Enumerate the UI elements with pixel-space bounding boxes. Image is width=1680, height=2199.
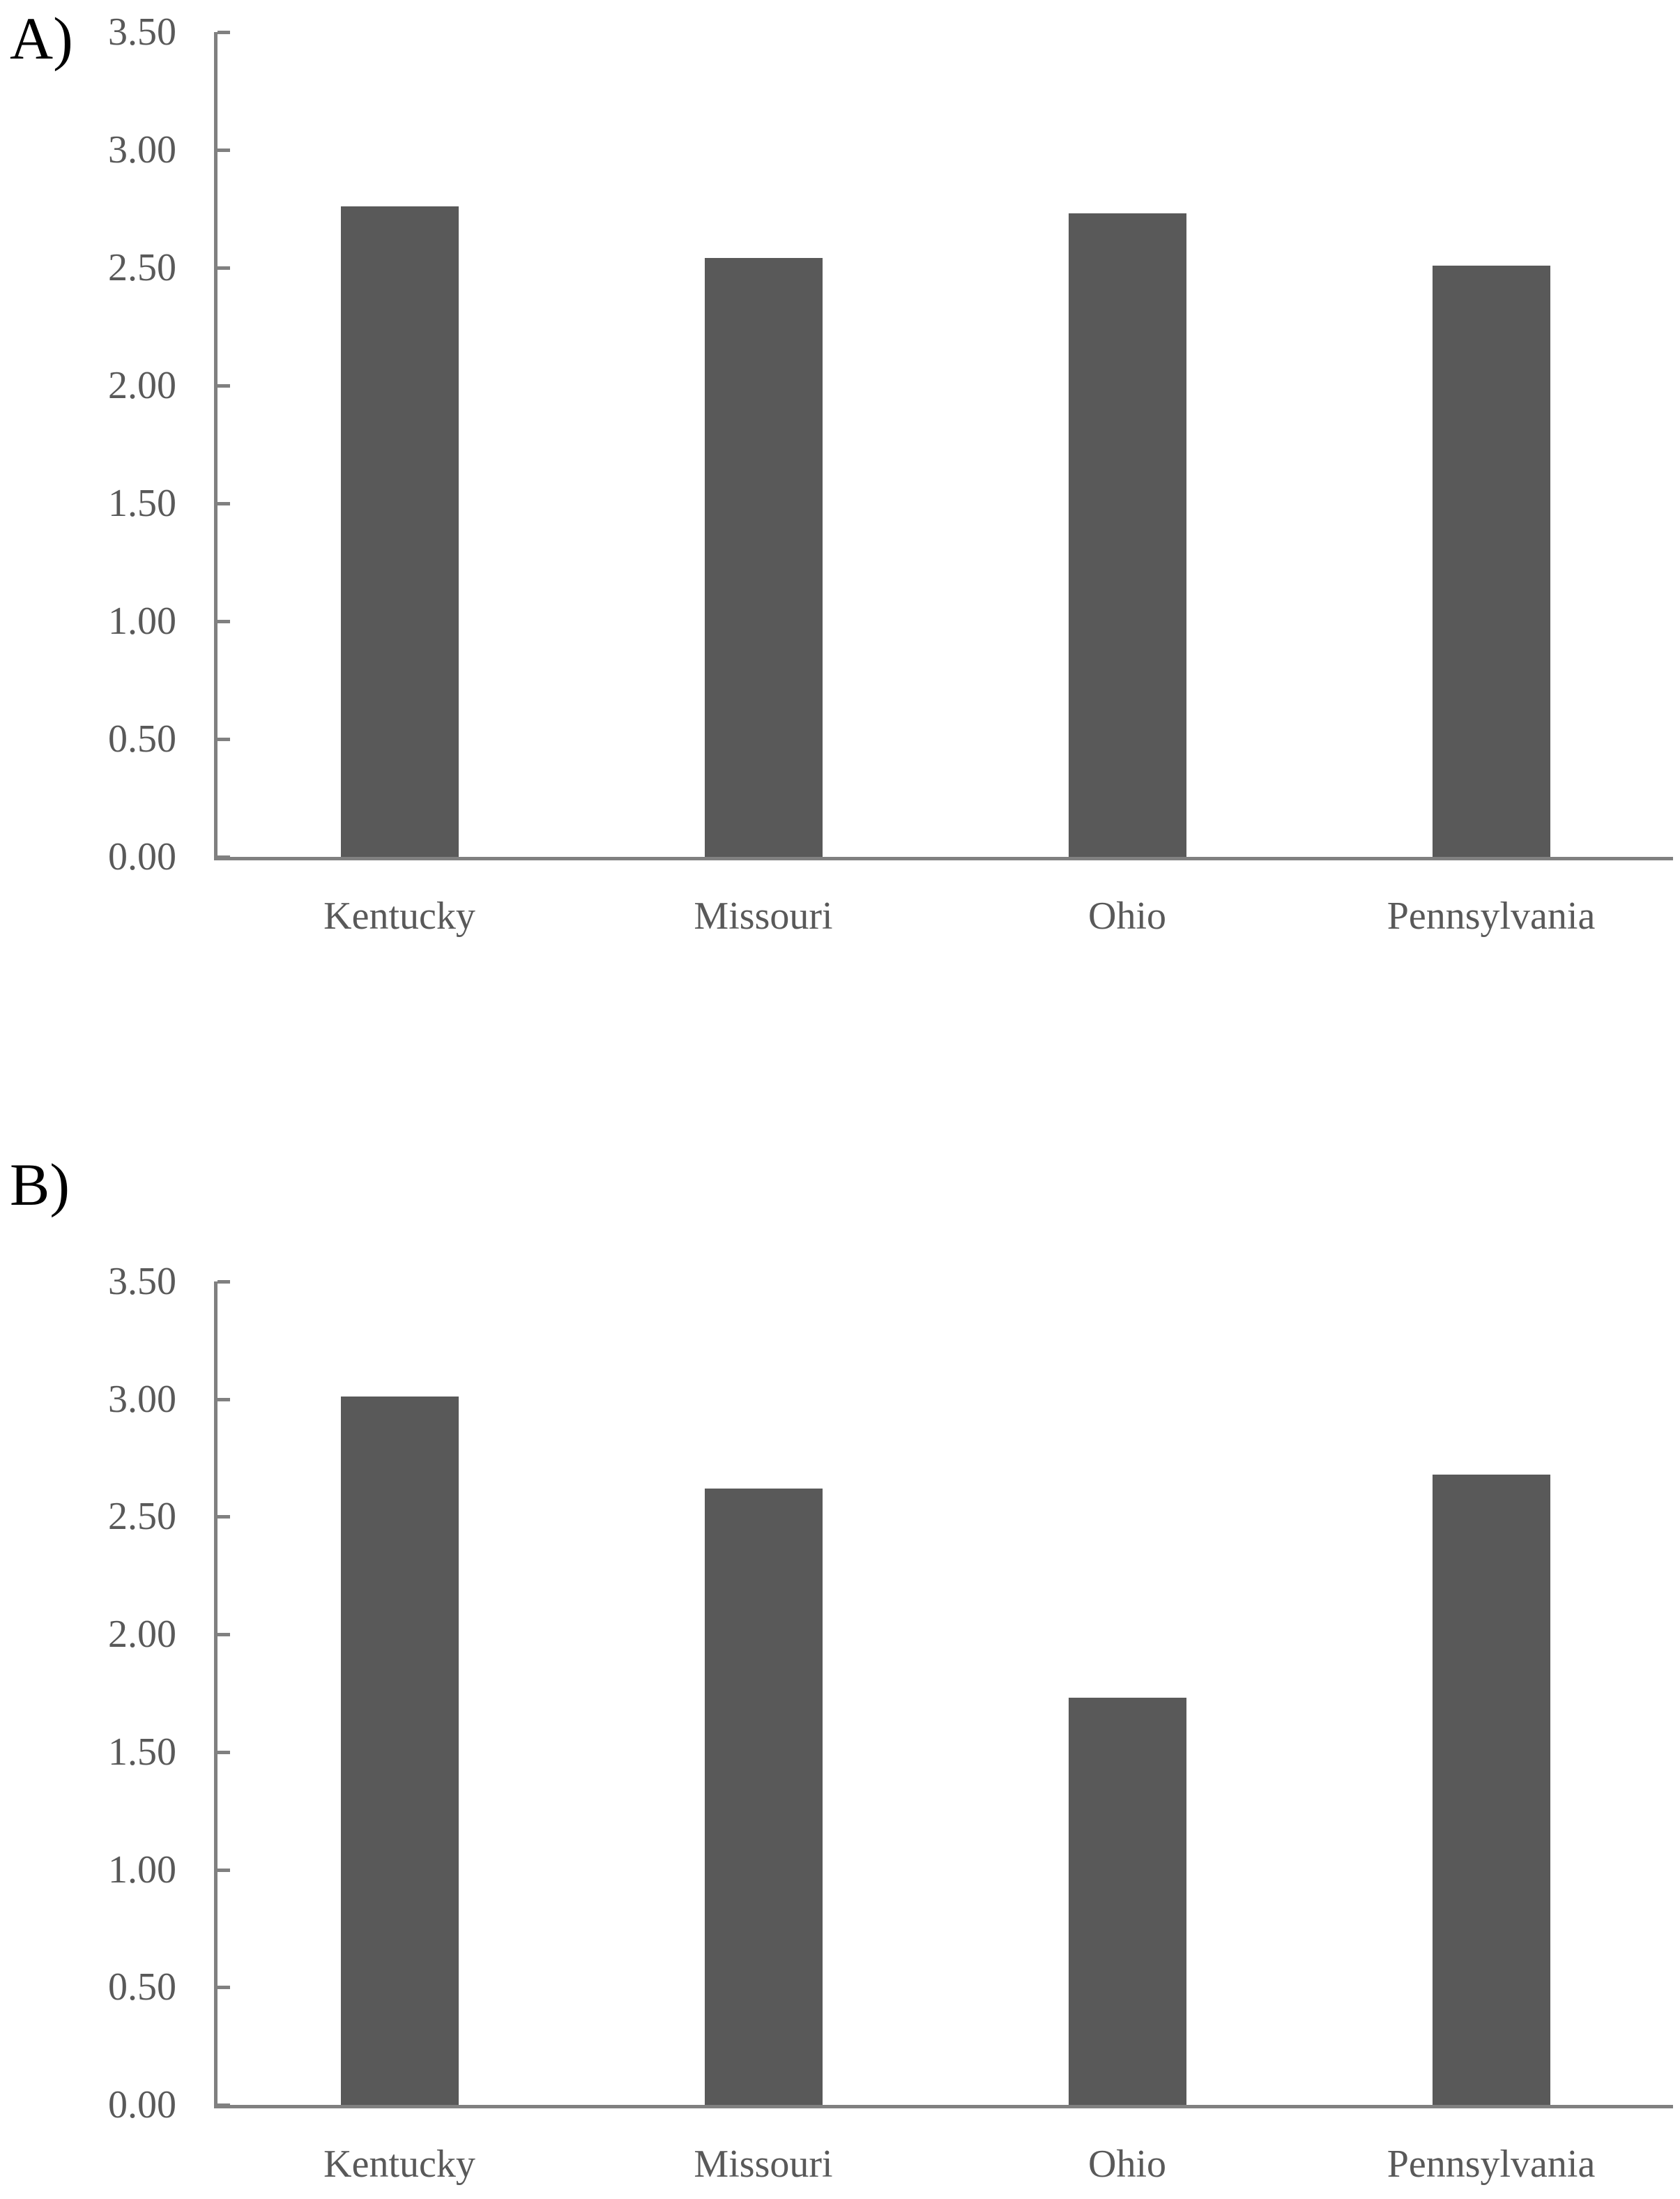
y-tick-label: 0.00 [108, 2083, 176, 2126]
y-tick-label: 0.50 [108, 717, 176, 761]
x-axis-label-pennsylvania: Pennsylvania [1387, 895, 1596, 938]
x-axis-label-kentucky: Kentucky [323, 2143, 475, 2186]
panel-label-b: B) [10, 1151, 70, 1218]
y-tick-mark [217, 31, 230, 34]
x-axis-label-missouri: Missouri [694, 2143, 833, 2186]
x-axis-line [214, 857, 1673, 860]
bar-kentucky [341, 1397, 459, 2105]
y-tick-label: 0.50 [108, 1965, 176, 2009]
y-tick-label: 2.50 [108, 1495, 176, 1538]
y-tick-label: 1.00 [108, 600, 176, 643]
y-tick-label: 2.50 [108, 246, 176, 289]
y-tick-mark [217, 1751, 230, 1754]
y-tick-mark [217, 384, 230, 388]
y-tick-label: 3.50 [108, 10, 176, 54]
bar-kentucky [341, 206, 459, 857]
x-axis-line [214, 2105, 1673, 2108]
x-axis-label-missouri: Missouri [694, 895, 833, 938]
panel-label-a: A) [10, 5, 73, 72]
y-tick-label: 1.50 [108, 1730, 176, 1774]
y-tick-mark [217, 1986, 230, 1989]
y-tick-label: 1.50 [108, 482, 176, 525]
y-tick-mark [217, 266, 230, 270]
y-tick-mark [217, 1515, 230, 1519]
y-tick-mark [217, 1633, 230, 1636]
x-axis-label-pennsylvania: Pennsylvania [1387, 2143, 1596, 2186]
y-tick-label: 3.00 [108, 128, 176, 172]
y-tick-mark [217, 1280, 230, 1284]
y-axis-line [214, 1281, 217, 2108]
bar-missouri [705, 258, 823, 857]
y-tick-mark [217, 149, 230, 152]
y-tick-label: 2.00 [108, 1613, 176, 1656]
y-tick-mark [217, 855, 230, 859]
y-tick-mark [217, 1869, 230, 1872]
y-tick-mark [217, 502, 230, 505]
y-tick-mark [217, 738, 230, 741]
bar-ohio [1069, 1698, 1186, 2105]
x-axis-label-kentucky: Kentucky [323, 895, 475, 938]
x-axis-label-ohio: Ohio [1088, 2143, 1166, 2186]
y-tick-label: 2.00 [108, 364, 176, 407]
y-tick-mark [217, 620, 230, 623]
bar-pennsylvania [1433, 266, 1550, 857]
y-tick-label: 0.00 [108, 835, 176, 878]
bar-missouri [705, 1489, 823, 2105]
x-axis-label-ohio: Ohio [1088, 895, 1166, 938]
y-tick-mark [217, 1398, 230, 1401]
y-tick-label: 3.50 [108, 1260, 176, 1303]
bar-ohio [1069, 213, 1186, 857]
bar-pennsylvania [1433, 1475, 1550, 2105]
y-axis-line [214, 32, 217, 860]
y-tick-label: 3.00 [108, 1378, 176, 1421]
y-tick-mark [217, 2103, 230, 2107]
y-tick-label: 1.00 [108, 1848, 176, 1892]
